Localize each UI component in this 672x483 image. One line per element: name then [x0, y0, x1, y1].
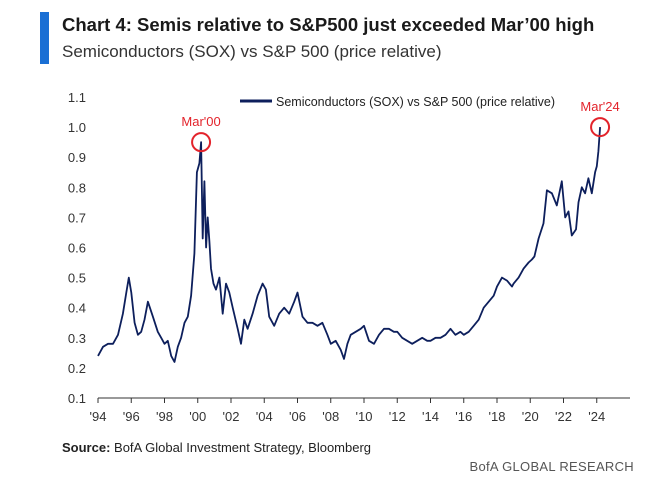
x-tick-label: '16 — [455, 409, 472, 424]
x-tick-label: '14 — [422, 409, 439, 424]
x-tick-label: '98 — [156, 409, 173, 424]
x-tick-label: '08 — [322, 409, 339, 424]
x-tick-label: '10 — [356, 409, 373, 424]
annotation-label: Mar'00 — [181, 114, 220, 129]
y-tick-label: 0.6 — [68, 241, 86, 256]
y-tick-label: 1.0 — [68, 120, 86, 135]
y-tick-label: 0.3 — [68, 331, 86, 346]
source-text: BofA Global Investment Strategy, Bloombe… — [114, 440, 372, 455]
x-tick-label: '04 — [256, 409, 273, 424]
chart-legend: Semiconductors (SOX) vs S&P 500 (price r… — [240, 95, 555, 109]
brand-footer: BofA GLOBAL RESEARCH — [469, 459, 634, 474]
y-tick-label: 1.1 — [68, 90, 86, 105]
source-note: Source: BofA Global Investment Strategy,… — [62, 440, 371, 455]
chart-series — [97, 127, 601, 363]
annotation-label: Mar'24 — [580, 99, 619, 114]
x-tick-label: '06 — [289, 409, 306, 424]
chart-title: Chart 4: Semis relative to S&P500 just e… — [62, 14, 595, 35]
tick-labels: 0.1 0.2 0.3 0.4 0.5 0.6 0.7 0.8 0.9 1.0 1.1 '94 '96 '… — [68, 90, 605, 424]
highlight-circle — [590, 117, 611, 138]
x-tick-label: '96 — [123, 409, 140, 424]
chart-subtitle: Semiconductors (SOX) vs S&P 500 (price r… — [62, 42, 442, 61]
legend-label: Semiconductors (SOX) vs S&P 500 (price r… — [276, 95, 555, 109]
y-tick-label: 0.5 — [68, 271, 86, 286]
chart-annotations: Mar'00 Mar'24 — [181, 99, 620, 153]
x-tick-label: '24 — [588, 409, 605, 424]
title-accent-bar — [40, 12, 49, 64]
x-tick-label: '20 — [522, 409, 539, 424]
series-line — [97, 127, 601, 363]
source-label: Source: — [62, 440, 111, 455]
x-tick-label: '18 — [489, 409, 506, 424]
x-tick-label: '00 — [189, 409, 206, 424]
x-tick-label: '22 — [555, 409, 572, 424]
y-tick-label: 0.2 — [68, 361, 86, 376]
y-tick-label: 0.1 — [68, 391, 86, 406]
y-tick-label: 0.4 — [68, 301, 86, 316]
highlight-circle — [191, 132, 212, 153]
x-tick-label: '94 — [90, 409, 107, 424]
x-tick-label: '12 — [389, 409, 406, 424]
y-tick-label: 0.7 — [68, 210, 86, 225]
chart-axes — [97, 397, 630, 403]
y-tick-label: 0.9 — [68, 150, 86, 165]
y-tick-label: 0.8 — [68, 180, 86, 195]
x-tick-label: '02 — [223, 409, 240, 424]
